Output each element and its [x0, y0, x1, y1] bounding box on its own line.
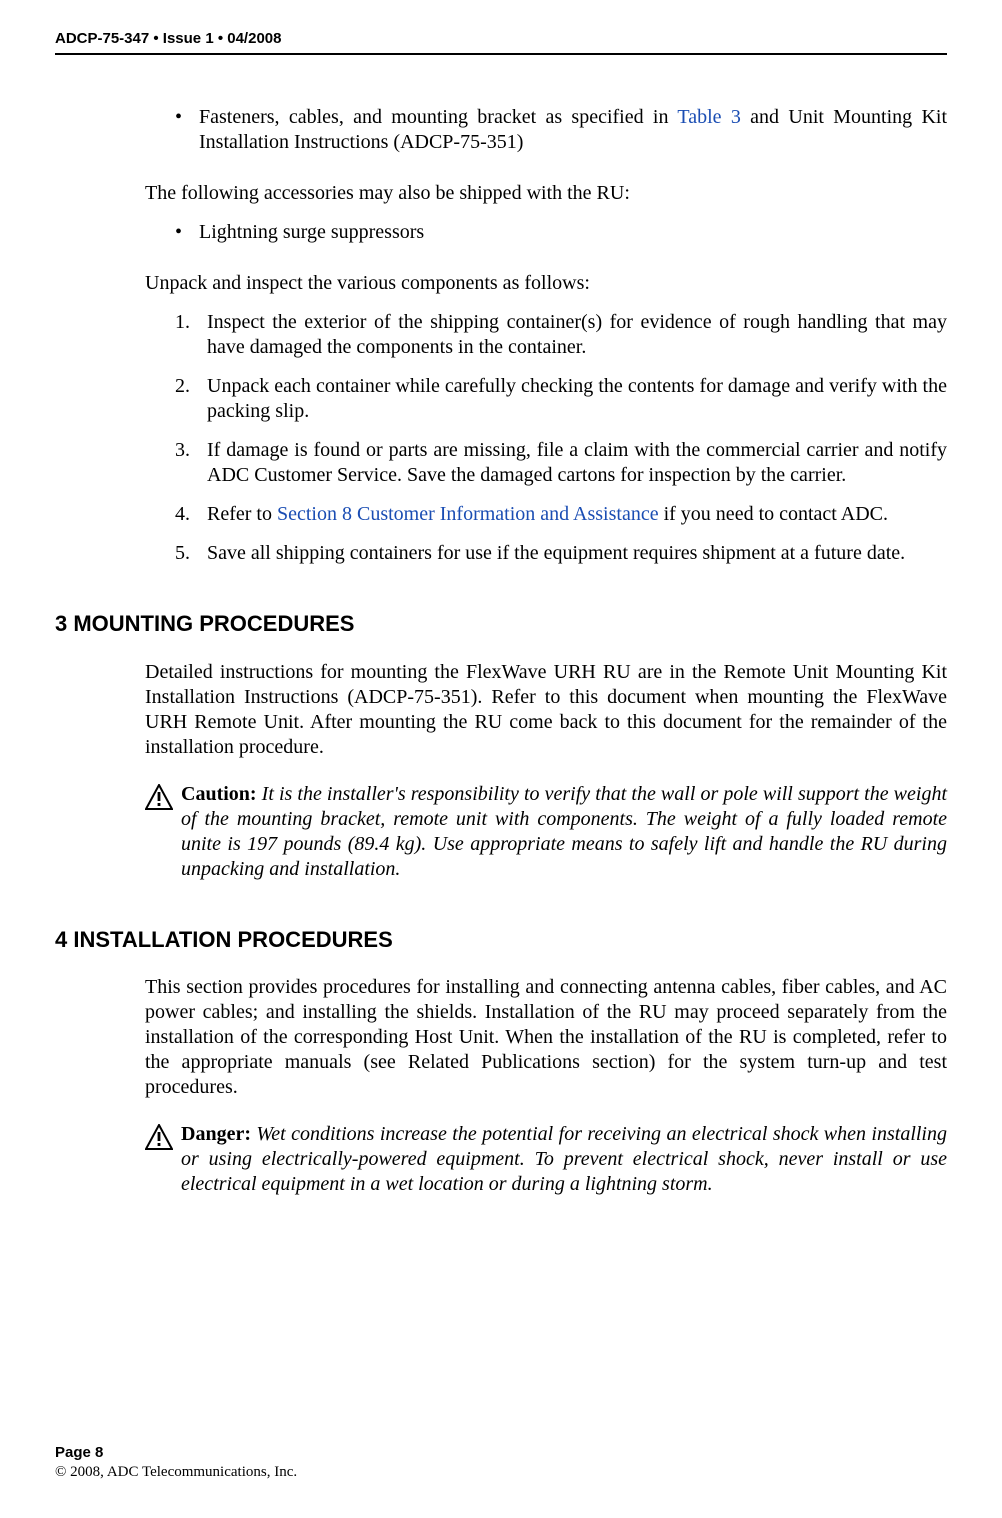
caution-icon — [145, 784, 179, 882]
body-content: Fasteners, cables, and mounting bracket … — [145, 105, 947, 1197]
page-header: ADCP-75-347 • Issue 1 • 04/2008 — [55, 30, 947, 55]
step-number: 2. — [175, 374, 190, 399]
text-fragment: Refer to — [207, 503, 277, 525]
list-item: Fasteners, cables, and mounting bracket … — [175, 105, 947, 155]
list-item: Lightning surge suppressors — [175, 220, 947, 245]
step-text: Inspect the exterior of the shipping con… — [207, 311, 947, 358]
danger-label: Danger: — [181, 1123, 251, 1145]
danger-callout: Danger: Wet conditions increase the pote… — [145, 1122, 947, 1197]
text-fragment: if you need to contact ADC. — [659, 503, 888, 525]
step-text: Unpack each container while carefully ch… — [207, 375, 947, 422]
list-item: 5. Save all shipping containers for use i… — [175, 541, 947, 566]
list-item: 1. Inspect the exterior of the shipping c… — [175, 310, 947, 360]
list-item: 2. Unpack each container while carefully … — [175, 374, 947, 424]
text-fragment: Fasteners, cables, and mounting bracket … — [199, 106, 677, 128]
caution-text: Caution: It is the installer's responsib… — [181, 782, 947, 882]
paragraph: Detailed instructions for mounting the F… — [145, 660, 947, 760]
copyright: © 2008, ADC Telecommunications, Inc. — [55, 1463, 297, 1483]
page-number: Page 8 — [55, 1443, 297, 1463]
danger-body: Wet conditions increase the potential fo… — [181, 1123, 947, 1195]
paragraph: The following accessories may also be sh… — [145, 181, 947, 206]
section-4-heading: 4 INSTALLATION PROCEDURES — [55, 926, 947, 954]
danger-text: Danger: Wet conditions increase the pote… — [181, 1122, 947, 1197]
step-number: 1. — [175, 310, 190, 335]
section-3-heading: 3 MOUNTING PROCEDURES — [55, 610, 947, 638]
caution-callout: Caution: It is the installer's responsib… — [145, 782, 947, 882]
caution-label: Caution: — [181, 783, 257, 805]
link-section-8[interactable]: Section 8 Customer Information and Assis… — [277, 503, 659, 525]
list-item: 4. Refer to Section 8 Customer Informatio… — [175, 502, 947, 527]
page-footer: Page 8 © 2008, ADC Telecommunications, I… — [55, 1443, 297, 1482]
step-number: 4. — [175, 502, 190, 527]
list-item: 3. If damage is found or parts are missin… — [175, 438, 947, 488]
accessory-bullet-list: Lightning surge suppressors — [145, 220, 947, 245]
paragraph: This section provides procedures for ins… — [145, 975, 947, 1100]
danger-icon — [145, 1124, 179, 1197]
caution-body: It is the installer's responsibility to … — [181, 783, 947, 880]
step-text: If damage is found or parts are missing,… — [207, 439, 947, 486]
unpack-steps-list: 1. Inspect the exterior of the shipping c… — [145, 310, 947, 566]
intro-bullet-list: Fasteners, cables, and mounting bracket … — [145, 105, 947, 155]
link-table-3[interactable]: Table 3 — [677, 106, 740, 128]
step-number: 5. — [175, 541, 190, 566]
paragraph: Unpack and inspect the various component… — [145, 271, 947, 296]
page-container: ADCP-75-347 • Issue 1 • 04/2008 Fastener… — [0, 0, 1002, 1518]
step-text: Save all shipping containers for use if … — [207, 542, 905, 564]
step-number: 3. — [175, 438, 190, 463]
